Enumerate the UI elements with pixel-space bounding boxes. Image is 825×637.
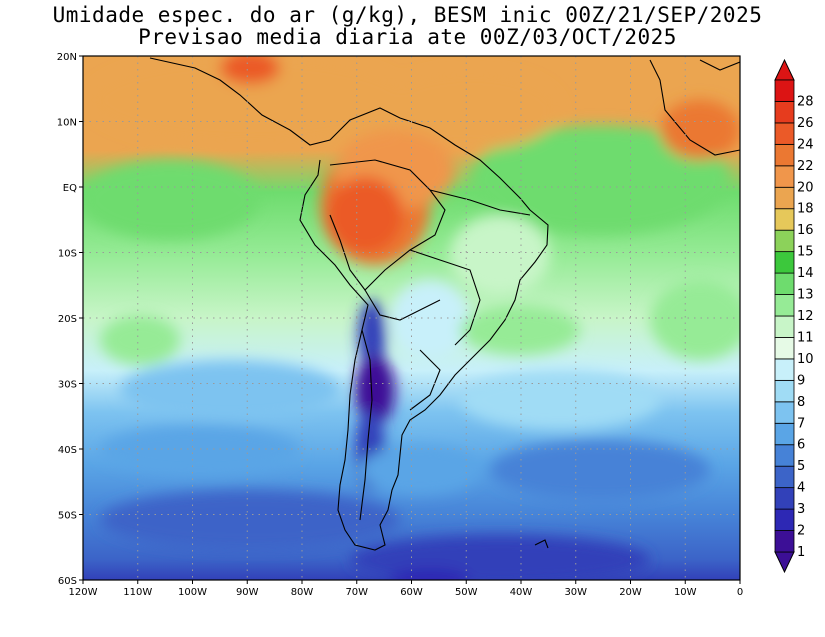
colorbar-swatch — [774, 272, 795, 295]
colorbar-label: 7 — [797, 416, 805, 431]
colorbar-max-arrow — [774, 58, 795, 81]
colorbar-swatch — [774, 444, 795, 467]
lat-label: 50S — [58, 511, 77, 522]
colorbar-swatch — [774, 487, 795, 510]
colorbar-label: 20 — [797, 180, 814, 195]
lon-label: 70W — [345, 587, 368, 598]
colorbar-swatch — [774, 508, 795, 531]
colorbar-label: 26 — [797, 116, 814, 131]
colorbar-label: 15 — [797, 245, 814, 260]
map-gridlines — [83, 56, 740, 580]
colorbar-label: 22 — [797, 159, 814, 174]
lat-label: 10N — [57, 118, 77, 129]
lat-label: 10S — [58, 249, 77, 260]
colorbar-label: 12 — [797, 309, 814, 324]
coastlines — [149, 57, 740, 551]
lon-label: 110W — [123, 587, 152, 598]
colorbar-swatch — [774, 358, 795, 381]
lon-label: 90W — [236, 587, 259, 598]
colorbar-swatch — [774, 530, 795, 553]
lat-label: 60S — [58, 576, 77, 587]
colorbar-swatch — [774, 186, 795, 210]
lon-label: 100W — [178, 587, 207, 598]
lon-label: 60W — [400, 587, 423, 598]
colorbar-label: 5 — [797, 459, 805, 474]
colorbar-swatch — [774, 165, 795, 188]
colorbar-swatch — [774, 337, 795, 360]
colorbar-label: 10 — [797, 352, 814, 367]
colorbar-label: 11 — [797, 330, 814, 345]
lat-label: 20S — [58, 314, 77, 325]
colorbar-label: 13 — [797, 288, 814, 303]
colorbar-swatch — [774, 294, 795, 317]
lon-label: 120W — [69, 587, 98, 598]
colorbar-label: 2 — [797, 524, 805, 539]
lon-label: 0 — [737, 587, 743, 598]
colorbar-label: 6 — [797, 438, 805, 453]
colorbar-label: 9 — [797, 373, 805, 388]
humidity-field — [83, 56, 740, 580]
colorbar-label: 24 — [797, 137, 814, 152]
colorbar-label: 14 — [797, 266, 814, 281]
colorbar-swatch — [774, 208, 795, 231]
colorbar-label: 16 — [797, 223, 814, 238]
lon-label: 30W — [564, 587, 587, 598]
colorbar-label: 1 — [797, 545, 805, 560]
colorbar-label: 18 — [797, 202, 814, 217]
lon-label: 10W — [674, 587, 697, 598]
colorbar-swatch — [774, 465, 795, 489]
map-title-line1: Umidade espec. do ar (g/kg), BESM inic 0… — [52, 3, 763, 27]
colorbar-swatch — [774, 101, 795, 124]
map-title-line2: Previsao media diaria ate 00Z/03/OCT/202… — [138, 25, 677, 49]
lat-label: EQ — [63, 183, 77, 194]
lon-label: 80W — [291, 587, 314, 598]
colorbar-label: 8 — [797, 395, 805, 410]
lon-label: 50W — [455, 587, 478, 598]
colorbar-label: 4 — [797, 481, 805, 496]
colorbar-swatch — [774, 379, 795, 403]
lon-label: 40W — [510, 587, 533, 598]
lat-label: 30S — [58, 380, 77, 391]
latitude-axis: 20N 10N EQ 10S 20S 30S 40S 50S 60S — [57, 52, 83, 587]
lat-label: 20N — [57, 52, 77, 63]
colorbar-swatch — [774, 251, 795, 274]
lat-label: 40S — [58, 445, 77, 456]
colorbar-swatch — [774, 122, 795, 145]
colorbar-swatch — [774, 315, 795, 338]
lon-label: 20W — [619, 587, 642, 598]
colorbar-swatch — [774, 79, 795, 102]
colorbar-min-arrow — [774, 551, 795, 574]
longitude-axis: 120W 110W 100W 90W 80W 70W 60W 50W 40W 30W 20W 10W 0 — [69, 580, 743, 598]
colorbar-swatch — [774, 401, 795, 424]
colorbar-label: 3 — [797, 502, 805, 517]
colorbar-label: 28 — [797, 94, 814, 109]
colorbar-swatch — [774, 229, 795, 253]
colorbar-swatch — [774, 422, 795, 446]
colorbar-swatch — [774, 143, 795, 167]
